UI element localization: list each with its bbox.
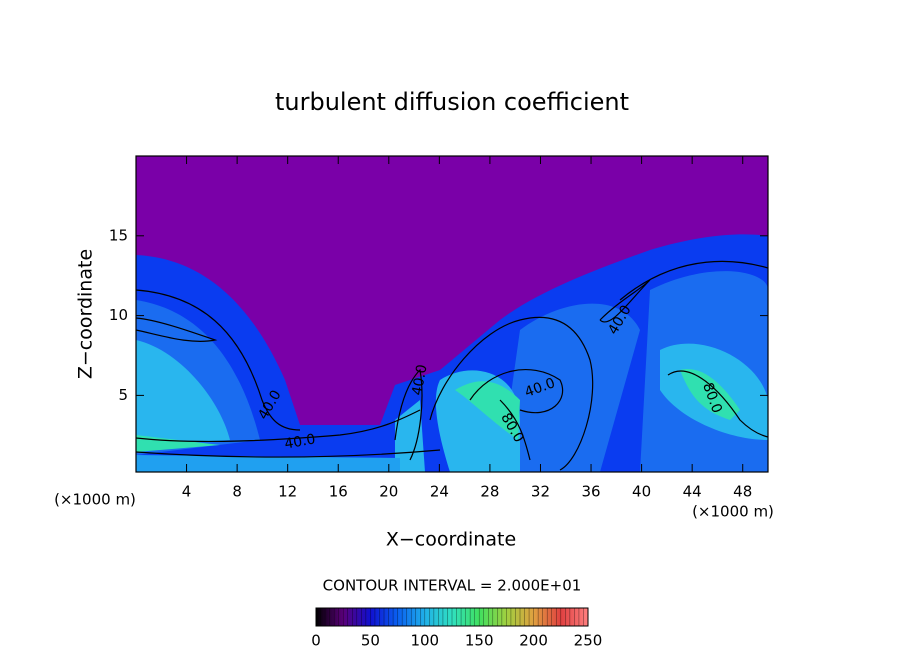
x-tick-label: 44: [683, 483, 702, 501]
colorbar-tick-label: 200: [519, 632, 548, 650]
colorbar-tick-label: 50: [361, 632, 380, 650]
colorbar-tick-label: 250: [574, 632, 603, 650]
x-tick-label: 16: [329, 483, 348, 501]
x-tick-label: 32: [531, 483, 550, 501]
colorbar-tick-label: 0: [311, 632, 321, 650]
plot-frame: [135, 155, 769, 473]
field: [136, 156, 768, 472]
x-unit-label: (×1000 m): [54, 491, 136, 509]
chart-title: turbulent diffusion coefficient: [275, 88, 629, 116]
x-tick-label: 36: [581, 483, 600, 501]
x-tick-label: 8: [232, 483, 242, 501]
colorbar-tick-label: 150: [465, 632, 494, 650]
x-tick-label: 4: [182, 483, 192, 501]
x-unit-label: (×1000 m): [692, 503, 774, 521]
x-tick-label: 40: [632, 483, 651, 501]
contour-label: 40.0: [283, 431, 316, 452]
x-tick-label: 24: [430, 483, 449, 501]
x-axis-label: X−coordinate: [386, 529, 516, 551]
contour-interval: CONTOUR INTERVAL = 2.000E+01: [323, 577, 582, 595]
x-tick-label: 48: [733, 483, 752, 501]
contour-label: 40.0: [409, 363, 430, 396]
x-tick-label: 12: [278, 483, 297, 501]
x-tick-label: 28: [480, 483, 499, 501]
y-tick-label: 10: [109, 306, 128, 324]
y-axis-label: Z−coordinate: [75, 249, 97, 379]
y-tick-label: 15: [109, 226, 128, 244]
y-tick-label: 5: [118, 386, 128, 404]
x-tick-label: 20: [379, 483, 398, 501]
colorbar-tick-label: 100: [410, 632, 439, 650]
